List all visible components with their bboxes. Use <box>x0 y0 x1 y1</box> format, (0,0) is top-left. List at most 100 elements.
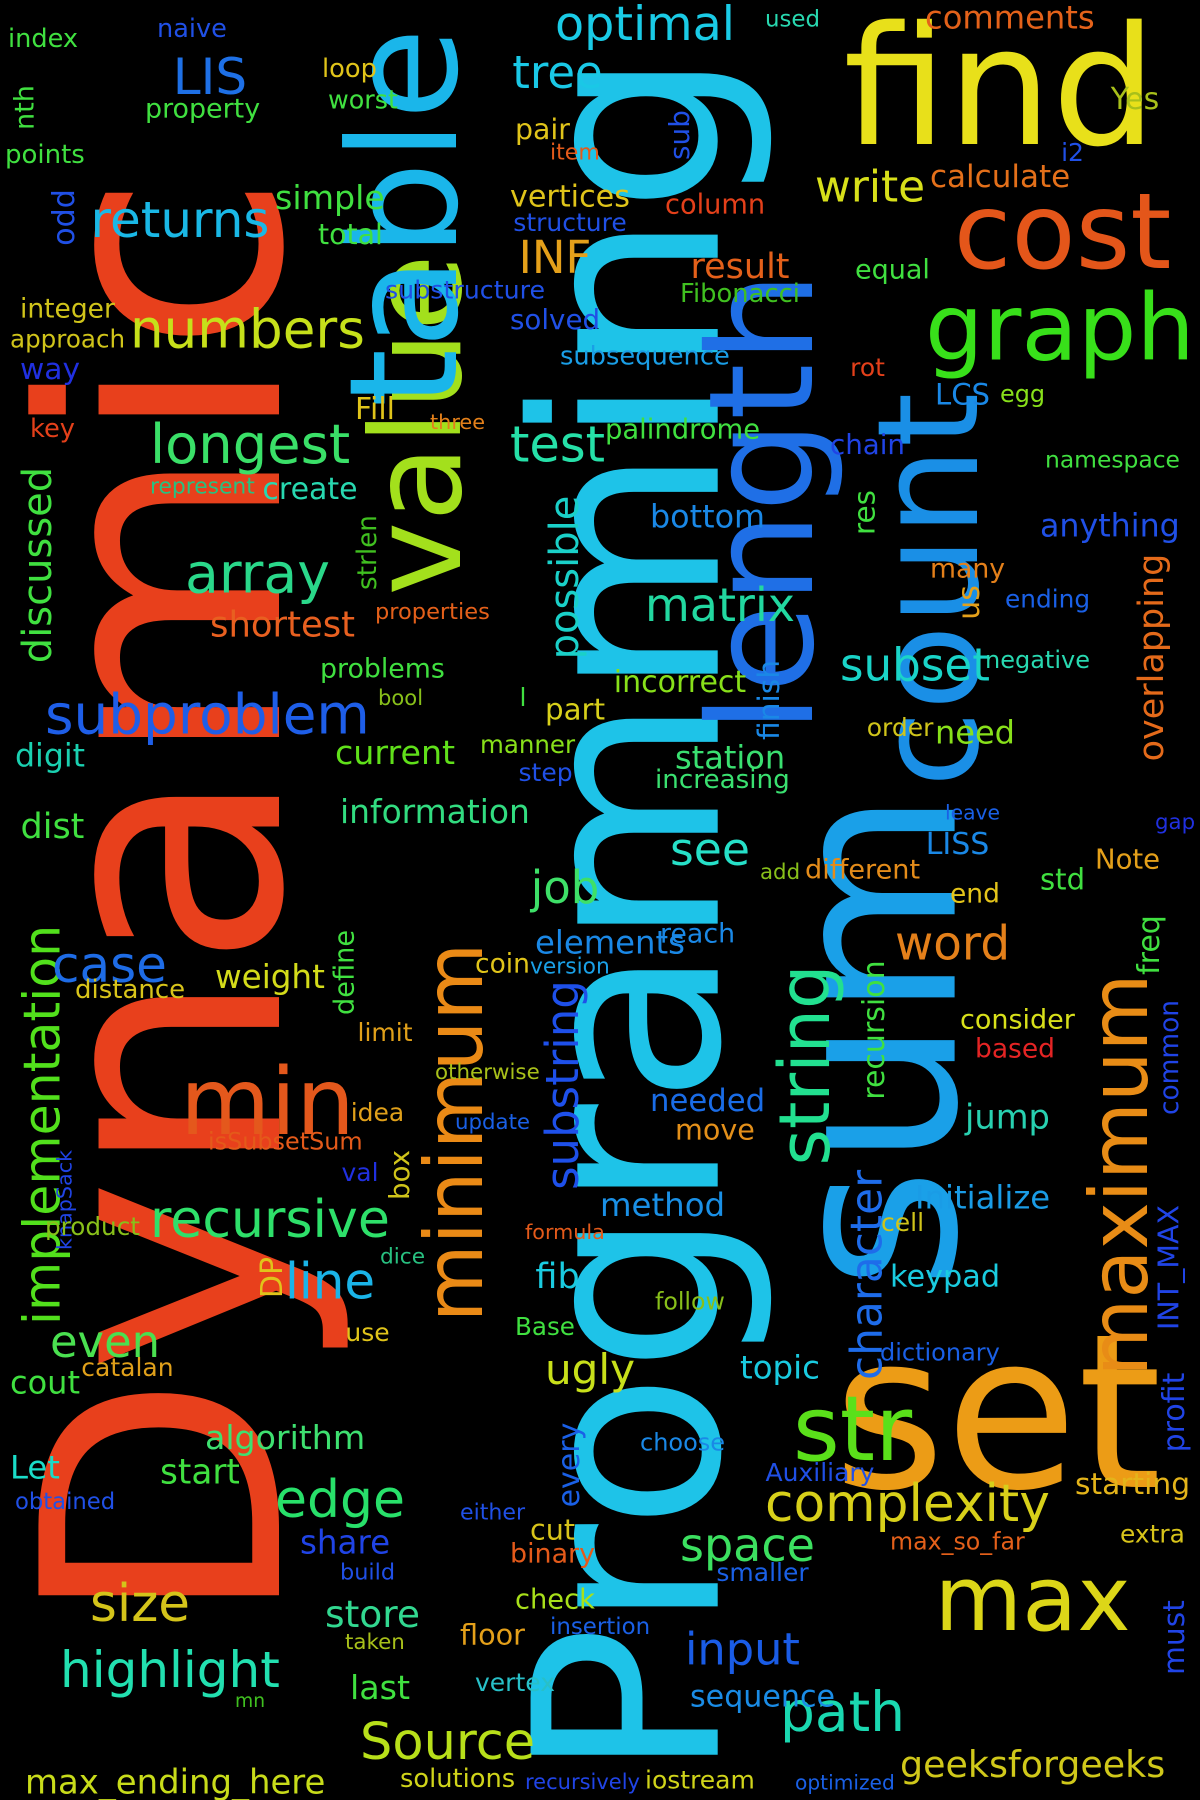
cloud-word: key <box>30 414 75 445</box>
cloud-word: column <box>665 189 766 221</box>
cloud-word: either <box>460 1499 526 1526</box>
cloud-word: three <box>430 410 486 435</box>
cloud-word: consider <box>960 1004 1075 1036</box>
cloud-word: build <box>340 1559 396 1586</box>
cloud-word: method <box>600 1185 726 1224</box>
cloud-word: equal <box>855 254 930 286</box>
cloud-word: properties <box>375 599 490 626</box>
cloud-word: gap <box>1155 809 1196 835</box>
cloud-word: sub <box>663 110 696 160</box>
cloud-word: update <box>455 1109 531 1135</box>
cloud-word: Fill <box>355 392 395 427</box>
cloud-word: coin <box>475 948 530 980</box>
cloud-word: station <box>675 738 786 777</box>
cloud-word: Dynamic <box>0 172 357 1628</box>
cloud-word: information <box>340 792 530 831</box>
cloud-word: distance <box>75 975 186 1005</box>
cloud-word: Note <box>1095 843 1161 876</box>
cloud-word: solutions <box>400 1764 516 1795</box>
cloud-word: LISS <box>925 827 990 862</box>
cloud-word: insertion <box>550 1614 651 1641</box>
cloud-word: total <box>318 217 383 251</box>
cloud-word: word <box>895 917 1011 972</box>
cloud-word: mn <box>235 1691 266 1713</box>
cloud-word: highlight <box>60 1641 280 1699</box>
cloud-word: substructure <box>385 275 546 305</box>
cloud-word: overlapping <box>1132 553 1172 762</box>
cloud-word: sequence <box>690 1679 836 1715</box>
cloud-word: reach <box>660 918 736 950</box>
cloud-word: worst <box>328 84 398 115</box>
cloud-word: anything <box>1040 508 1180 545</box>
cloud-word: odd <box>47 189 82 246</box>
cloud-word: LIS <box>172 48 248 106</box>
cloud-word: numbers <box>130 298 365 361</box>
cloud-word: space <box>680 1518 815 1572</box>
cloud-word: define <box>329 929 361 1015</box>
cloud-word: move <box>675 1112 755 1147</box>
cloud-word: set <box>833 1287 1162 1538</box>
cloud-word: chain <box>830 428 905 462</box>
cloud-word: subsequence <box>560 341 730 372</box>
cloud-word: share <box>300 1523 391 1562</box>
cloud-word: part <box>545 692 606 727</box>
cloud-word: ending <box>1005 584 1091 614</box>
cloud-word: val <box>341 1158 379 1187</box>
cloud-word: taken <box>345 1629 405 1655</box>
cloud-word: ugly <box>545 1345 636 1394</box>
cloud-word: Source <box>360 1713 536 1772</box>
cloud-word: dice <box>380 1244 426 1270</box>
cloud-word: cout <box>10 1363 80 1402</box>
cloud-word: nth <box>9 85 41 130</box>
cloud-word: DP <box>255 1256 290 1299</box>
cloud-word: different <box>805 854 921 886</box>
cloud-word: every <box>552 1422 587 1508</box>
cloud-word: needed <box>650 1084 766 1120</box>
cloud-word: step <box>518 758 573 787</box>
cloud-word: input <box>685 1623 800 1676</box>
cloud-word: order <box>866 713 934 742</box>
cloud-word: recursively <box>525 1770 640 1794</box>
cloud-word: add <box>760 859 801 885</box>
cloud-word: topic <box>740 1348 820 1387</box>
cloud-word: use <box>345 1318 390 1347</box>
cloud-word: finish <box>752 659 788 740</box>
cloud-word: structure <box>513 208 627 237</box>
cloud-word: min <box>180 1048 355 1157</box>
cloud-word: isSubsetSum <box>208 1127 363 1156</box>
cloud-word: dictionary <box>880 1338 1000 1367</box>
cloud-word: cost <box>953 171 1172 293</box>
cloud-word: comments <box>925 0 1095 37</box>
cloud-word: complexity <box>765 1474 1050 1535</box>
cloud-word: property <box>145 93 261 125</box>
cloud-word: i2 <box>1061 138 1084 167</box>
cloud-word: max <box>934 1547 1131 1652</box>
cloud-word: write <box>815 161 926 213</box>
cloud-word: solved <box>510 303 601 337</box>
cloud-word: many <box>930 553 1006 585</box>
cloud-word: loop <box>322 54 377 85</box>
cloud-word: incorrect <box>613 665 747 700</box>
cloud-word: problems <box>320 653 445 685</box>
cloud-word: recursive <box>150 1189 390 1250</box>
cloud-word: digit <box>15 738 86 775</box>
cloud-word: optimal <box>555 0 735 53</box>
cloud-word: subproblem <box>45 682 370 747</box>
cloud-word: approach <box>10 324 126 354</box>
cloud-word: store <box>325 1592 421 1637</box>
cloud-word: subset <box>840 638 990 692</box>
cloud-word: used <box>765 6 821 33</box>
cloud-word: find <box>843 0 1157 183</box>
cloud-word: egg <box>1000 380 1046 409</box>
cloud-word: item <box>550 139 600 166</box>
cloud-word: profit <box>1157 1372 1192 1453</box>
cloud-word: formula <box>525 1220 605 1245</box>
cloud-word: us <box>952 585 987 620</box>
cloud-word: bool <box>378 685 424 710</box>
cloud-word: integer <box>20 293 115 325</box>
cloud-word: starting <box>1075 1467 1191 1503</box>
cloud-word: line <box>285 1252 376 1311</box>
cloud-word: points <box>5 140 85 170</box>
cloud-word: LCS <box>935 377 990 412</box>
